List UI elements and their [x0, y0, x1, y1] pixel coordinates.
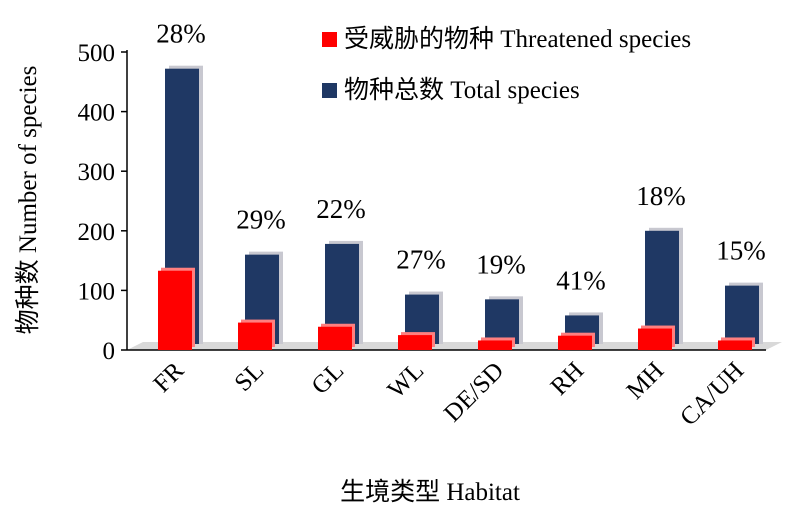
percent-label: 15%	[716, 236, 766, 266]
bar-threatened	[158, 270, 192, 350]
y-tick-label: 400	[78, 100, 116, 127]
x-tick-label: GL	[307, 357, 350, 400]
percent-label: 27%	[396, 245, 446, 275]
x-tick-label: RH	[546, 357, 590, 401]
bar-total	[485, 299, 519, 344]
bar-total	[725, 285, 759, 344]
chart-floor	[127, 342, 782, 350]
y-axis-title: 物种数 Number of species	[14, 66, 42, 335]
percent-label: 19%	[476, 249, 526, 279]
bar-threatened	[558, 335, 592, 350]
x-tick-label: DE/SD	[439, 357, 509, 427]
percent-label: 28%	[156, 19, 206, 49]
bar-threatened	[398, 335, 432, 350]
y-tick-label: 500	[78, 40, 116, 67]
bar-threatened	[478, 340, 512, 350]
y-tick-label: 200	[78, 219, 116, 246]
x-tick-label: SL	[230, 357, 270, 397]
legend-swatch-total	[322, 83, 337, 98]
legend-swatch-threatened	[322, 32, 337, 47]
x-tick-label: FR	[149, 357, 190, 398]
x-tick-label: MH	[622, 357, 670, 405]
x-tick-label: CA/UH	[675, 357, 749, 431]
bar-threatened	[638, 328, 672, 350]
bar-threatened	[718, 340, 752, 350]
x-axis-title: 生境类型 Habitat	[340, 478, 520, 506]
bar-total	[645, 230, 679, 344]
legend-label-threatened: 受威胁的物种 Threatened species	[344, 25, 691, 53]
percent-label: 29%	[236, 205, 286, 235]
y-tick-label: 300	[78, 159, 116, 186]
bar-threatened	[318, 326, 352, 350]
percent-label: 18%	[636, 181, 686, 211]
percent-label: 41%	[556, 265, 606, 295]
bar-threatened	[238, 322, 272, 350]
x-tick-label: WL	[383, 357, 430, 404]
percent-label: 22%	[316, 194, 366, 224]
y-tick-label: 100	[78, 278, 116, 305]
legend-label-total: 物种总数 Total species	[344, 76, 580, 104]
y-tick-label: 0	[103, 338, 116, 365]
